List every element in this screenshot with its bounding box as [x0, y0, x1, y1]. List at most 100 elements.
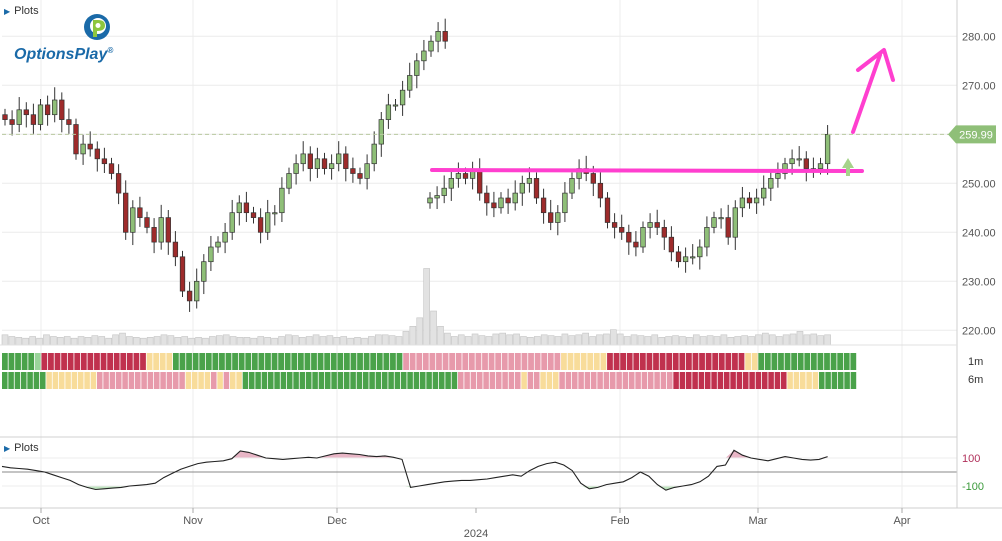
candle-down	[442, 31, 448, 42]
volume-bar	[637, 335, 645, 346]
heatmap-cell	[28, 353, 35, 370]
heatmap-cell	[635, 372, 641, 389]
heatmap-cell	[464, 372, 470, 389]
heatmap-cell	[274, 372, 280, 389]
plots-header[interactable]: ▶ Plots	[4, 5, 39, 17]
volume-bar	[105, 337, 112, 346]
heatmap-cell	[312, 372, 318, 389]
heatmap-cell	[318, 372, 325, 389]
heatmap-cell	[502, 372, 508, 389]
volume-bar	[741, 335, 748, 346]
volume-bar	[623, 336, 631, 346]
heatmap-cell	[824, 353, 830, 370]
heatmap-cell	[268, 372, 274, 389]
heatmap-cell	[641, 372, 648, 389]
indicator-header[interactable]: ▶ Plots	[4, 442, 39, 454]
heatmap-cell	[120, 353, 127, 370]
volume-bar	[699, 336, 707, 346]
heatmap-cell	[369, 372, 375, 389]
heatmap-cell	[629, 372, 635, 389]
heatmap-cell	[451, 372, 458, 389]
heatmap-cell	[383, 353, 390, 370]
volume-bar	[755, 334, 762, 346]
heatmap-cell	[153, 353, 160, 370]
volume-bar	[672, 335, 679, 346]
heatmap-cell	[541, 353, 548, 370]
heatmap-cell	[337, 353, 344, 370]
oscillator-line	[1, 449, 828, 491]
heatmap-cell	[317, 353, 324, 370]
volume-bar	[402, 331, 410, 346]
volume-bar	[492, 333, 500, 346]
candle-up	[378, 119, 384, 145]
volume-bar	[658, 337, 665, 346]
candle-up	[753, 197, 760, 204]
oscillator-layer	[1, 449, 957, 491]
heatmap-cell	[673, 372, 679, 389]
volume-bar	[651, 334, 659, 346]
heatmap-cell	[133, 353, 140, 370]
candle-up	[690, 256, 696, 259]
heatmap-cell	[394, 372, 401, 389]
volume-bar	[444, 332, 451, 346]
heatmap-cell	[87, 353, 94, 370]
candle-down	[165, 217, 171, 243]
heatmap-cell	[407, 372, 413, 389]
heatmap-cell	[616, 372, 622, 389]
heatmap-cell	[382, 372, 388, 389]
heatmap-cell	[46, 372, 52, 389]
heatmap-cell	[71, 372, 78, 389]
heatmap-cell	[584, 372, 591, 389]
volume-bar	[57, 337, 64, 346]
candle-up	[789, 158, 795, 165]
candle-down	[633, 241, 639, 248]
time-tick-label: Dec	[327, 515, 347, 527]
annotation-layer: 259.99	[2, 48, 996, 176]
volume-bar	[250, 337, 258, 346]
heatmap-cell	[426, 372, 432, 389]
oscillator-tick-neg: -100	[962, 481, 984, 493]
candle-down	[243, 202, 250, 214]
heatmap-cell	[2, 372, 8, 389]
heatmap-cell	[738, 353, 745, 370]
volume-bar	[22, 337, 30, 346]
volume-bar	[368, 336, 375, 346]
heatmap-cell	[141, 372, 147, 389]
candle-up	[194, 280, 200, 302]
candle-down	[604, 197, 611, 223]
time-tick-label: Feb	[611, 515, 630, 527]
volume-bar	[457, 334, 465, 346]
plots-title: Plots	[14, 5, 39, 17]
heatmap-cell	[179, 353, 186, 370]
heatmap-cell	[413, 372, 420, 389]
heatmap-cell	[204, 372, 211, 389]
heatmap-cell	[324, 353, 331, 370]
heatmap-cell	[116, 372, 122, 389]
volume-bar	[146, 337, 154, 346]
candle-up	[279, 187, 285, 214]
heatmap-cell	[468, 353, 475, 370]
heatmap-cell	[54, 353, 61, 370]
heatmap-cell	[192, 353, 199, 370]
heatmap-cell	[159, 353, 166, 370]
candles-layer	[2, 18, 831, 312]
volume-bar	[333, 337, 341, 346]
heatmap-cell	[764, 353, 771, 370]
volume-bar	[174, 337, 182, 346]
heatmap-cell	[477, 372, 483, 389]
heatmap-cell	[219, 353, 225, 370]
heatmap-cell	[743, 372, 749, 389]
heatmap-cell	[249, 372, 255, 389]
candle-up	[265, 212, 271, 233]
heatmap-cell	[212, 353, 219, 370]
candle-up	[469, 170, 476, 179]
volume-bar	[361, 337, 368, 346]
heatmap-cell	[422, 353, 429, 370]
volume-bar	[644, 336, 652, 346]
heatmap-cell	[100, 353, 107, 370]
heatmap-cell	[225, 353, 232, 370]
heatmap-cell	[27, 372, 33, 389]
candle-down	[462, 173, 469, 179]
heatmap-cell	[489, 372, 496, 389]
volume-bar	[686, 337, 693, 346]
